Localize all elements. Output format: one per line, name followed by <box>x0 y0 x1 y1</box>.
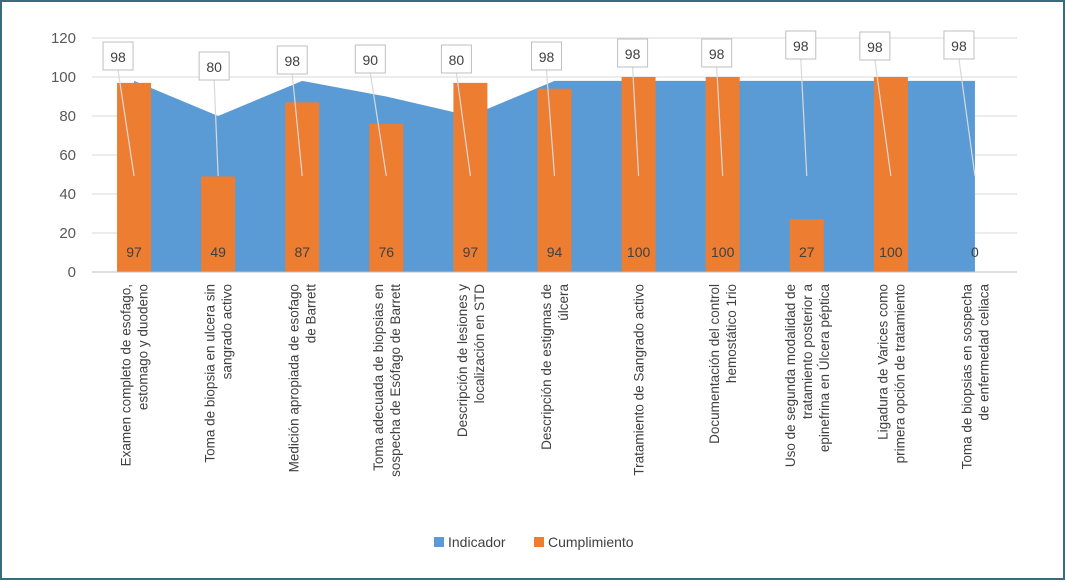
category-label-line: sangrado activo <box>220 284 235 379</box>
category-label-line: tratamiento posterior a <box>800 284 815 420</box>
category-label-line: hemostático 1rio <box>724 284 739 383</box>
category-label-line: Medición apropiada de esofago <box>287 284 302 472</box>
indicator-leader-10 <box>874 59 892 177</box>
category-label-4: Toma adecuada de biopsias en sospecha de … <box>371 284 403 477</box>
indicator-leader-9 <box>800 58 808 177</box>
indicator-data-label-10: 98 <box>867 39 883 55</box>
indicator-leader-7 <box>631 66 640 177</box>
cumplimiento-bar-3 <box>285 102 320 272</box>
indicator-data-label-3: 98 <box>284 53 300 69</box>
cumplimiento-bar-1 <box>117 82 152 272</box>
category-label-10: Ligadura de Varices como primera opción d… <box>875 284 907 463</box>
bar-data-label-8: 100 <box>711 244 735 260</box>
category-label-11: Toma de biopsias en sospecha de enfermeda… <box>959 284 991 470</box>
category-label-line: Descripción de lesiones y <box>455 284 470 437</box>
bar-data-label-9: 27 <box>799 244 815 260</box>
bar-data-label-1: 97 <box>126 244 142 260</box>
indicator-data-label-4: 90 <box>363 52 379 68</box>
bar-data-label-7: 100 <box>627 244 651 260</box>
indicator-leader-5 <box>455 72 472 177</box>
bar-data-label-2: 49 <box>210 244 226 260</box>
indicator-leader-6 <box>545 69 556 177</box>
category-label-line: Tratamiento de Sangrado activo <box>632 284 647 476</box>
indicator-data-label-8: 98 <box>709 46 725 62</box>
indicator-data-label-1: 98 <box>110 49 126 65</box>
category-label-line: epinefrina en Úlcera péptica <box>817 284 832 453</box>
indicator-leader-8 <box>716 66 724 177</box>
category-label-2: Toma de biopsia en ulcera sin sangrado ac… <box>203 284 235 463</box>
indicator-label-box-5 <box>440 44 472 74</box>
category-label-6: Descripción de estigmas de úlcera <box>539 284 571 450</box>
indicator-label-box-2 <box>198 51 230 81</box>
category-label-1: Examen completo de esofago, estomago y du… <box>119 284 151 466</box>
category-label-line: de Barrett <box>304 284 319 344</box>
legend-label-indicador: Indicador <box>448 534 506 550</box>
category-label-line: Toma de biopsias en sospecha <box>959 284 974 470</box>
cumplimiento-bar-6 <box>537 88 572 272</box>
indicator-leader-2 <box>213 79 219 177</box>
y-tick-label-80: 80 <box>59 108 76 125</box>
category-label-9: Uso de segunda modalidad de tratamiento p… <box>783 284 832 468</box>
bar-data-label-10: 100 <box>879 244 903 260</box>
y-tick-label-0: 0 <box>68 264 76 281</box>
category-label-7: Tratamiento de Sangrado activo <box>632 284 647 476</box>
y-tick-label-40: 40 <box>59 186 76 203</box>
y-tick-label-20: 20 <box>59 225 76 242</box>
indicator-leader-3 <box>291 73 303 177</box>
bar-data-label-5: 97 <box>463 244 479 260</box>
indicator-label-box-4 <box>354 44 386 74</box>
legend-swatch-indicador <box>434 537 444 547</box>
category-label-5: Descripción de lesiones y localización en… <box>455 284 487 437</box>
category-label-line: Descripción de estigmas de <box>539 284 554 450</box>
category-label-line: Ligadura de Varices como <box>875 284 890 440</box>
category-label-line: sospecha de Esófago de Barrett <box>388 284 403 477</box>
category-label-line: de enfermedad celiaca <box>976 284 991 421</box>
category-label-line: Documentación del control <box>707 284 722 444</box>
category-label-line: Uso de segunda modalidad de <box>783 284 798 467</box>
category-label-line: Toma de biopsia en ulcera sin <box>203 284 218 463</box>
indicator-leader-1 <box>117 69 135 177</box>
indicator-leader-4 <box>369 72 387 177</box>
legend-label-cumplimiento: Cumplimiento <box>548 534 634 550</box>
indicator-data-label-6: 98 <box>539 49 555 65</box>
y-tick-label-120: 120 <box>51 30 76 47</box>
indicator-data-label-11: 98 <box>951 38 967 54</box>
bar-data-label-4: 76 <box>379 244 395 260</box>
cumplimiento-bar-2 <box>201 176 236 272</box>
y-tick-label-100: 100 <box>51 69 76 86</box>
category-label-line: primera opción de tratamiento <box>892 284 907 463</box>
category-label-8: Documentación del control hemostático 1ri… <box>707 284 739 444</box>
cumplimiento-bar-5 <box>453 82 488 272</box>
category-label-line: Toma adecuada de biopsias en <box>371 284 386 471</box>
category-label-line: estomago y duodeno <box>136 284 151 410</box>
indicator-label-box-3 <box>276 45 308 75</box>
category-label-line: úlcera <box>556 284 571 321</box>
indicator-label-box-10 <box>859 31 891 61</box>
category-label-line: Examen completo de esofago, <box>119 284 134 466</box>
indicator-data-label-9: 98 <box>793 38 809 54</box>
y-tick-label-60: 60 <box>59 147 76 164</box>
indicator-data-label-5: 80 <box>449 52 465 68</box>
indicator-data-label-2: 80 <box>206 59 222 75</box>
indicator-leader-11 <box>958 58 976 177</box>
indicator-label-box-1 <box>102 41 134 71</box>
cumplimiento-bar-9 <box>789 219 824 272</box>
indicator-data-label-7: 98 <box>625 46 641 62</box>
indicator-label-box-8 <box>701 38 733 68</box>
indicator-label-box-6 <box>531 41 562 71</box>
indicator-label-box-9 <box>785 30 817 60</box>
bar-data-label-3: 87 <box>294 244 310 260</box>
cumplimiento-bar-4 <box>369 123 404 272</box>
bar-data-label-11: 0 <box>971 244 979 260</box>
indicator-label-box-11 <box>943 30 975 60</box>
legend-swatch-cumplimiento <box>534 537 544 547</box>
indicator-label-box-7 <box>617 38 649 68</box>
category-label-line: localización en STD <box>472 284 487 404</box>
category-label-3: Medición apropiada de esofago de Barrett <box>287 284 319 473</box>
bar-data-label-6: 94 <box>547 244 563 260</box>
